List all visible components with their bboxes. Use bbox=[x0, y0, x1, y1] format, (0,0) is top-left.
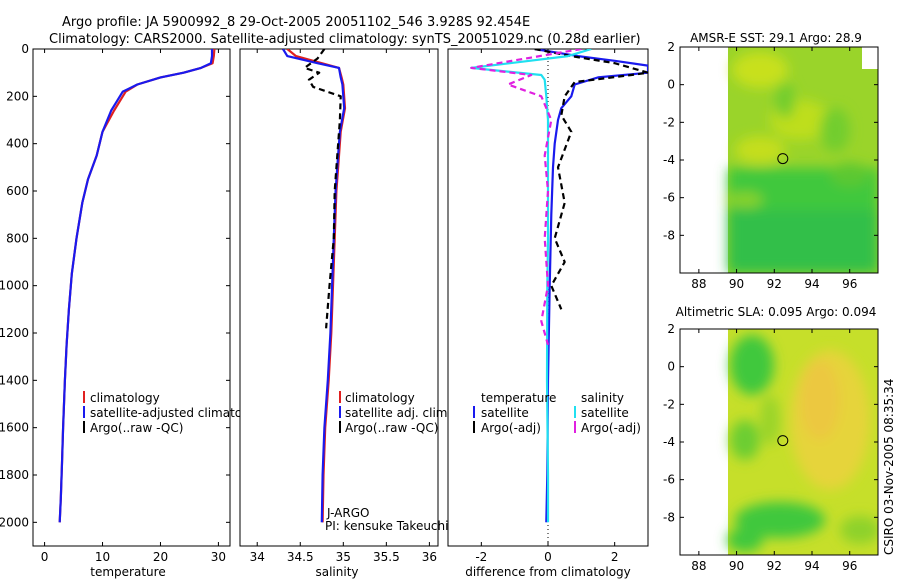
series-line bbox=[534, 49, 648, 523]
legend-label-climatology: climatology bbox=[90, 391, 160, 405]
temperature-panel: 0 200 400 600 800 1000 1200 1400 1600 1800 2000 0 1… bbox=[0, 42, 268, 579]
sla-map-axes: 88 90 92 94 96 -8 -6 -4 -2 0 2 bbox=[663, 322, 878, 573]
difference-xlabel: difference from climatology bbox=[465, 565, 631, 579]
x-tick-label: 35.5 bbox=[373, 550, 400, 564]
x-tick-label: -2 bbox=[475, 550, 487, 564]
temperature-x-axis: 0 10 20 30 bbox=[41, 49, 226, 564]
temperature-axes-frame bbox=[32, 48, 231, 547]
y-tick-label: 600 bbox=[6, 184, 29, 198]
map-y-tick-label: -6 bbox=[663, 191, 675, 205]
sst-map-panel: AMSR-E SST: 29.1 Argo: 28.9 88 90 92 94 96 -8… bbox=[663, 31, 879, 291]
difference-legend: temperature satellite Argo(-adj) salinit… bbox=[473, 391, 641, 435]
argo-float-marker bbox=[777, 153, 789, 165]
map-y-tick-label: 0 bbox=[667, 360, 675, 374]
map-x-tick-label: 96 bbox=[842, 559, 857, 573]
x-tick-label: 0 bbox=[544, 550, 552, 564]
salinity-x-axis: 34 34.5 35 35.5 36 bbox=[250, 49, 437, 564]
difference-lines bbox=[470, 49, 648, 523]
legend-label-climatology: climatology bbox=[345, 391, 415, 405]
y-tick-label: 800 bbox=[6, 231, 29, 245]
y-tick-label: 200 bbox=[6, 89, 29, 103]
map-y-tick-label: -2 bbox=[663, 115, 675, 129]
sst-field bbox=[727, 47, 878, 273]
series-line bbox=[534, 49, 648, 310]
header-line2: Climatology: CARS2000. Satellite-adjuste… bbox=[49, 32, 641, 47]
argo-float-marker bbox=[777, 435, 789, 447]
x-tick-label: 36 bbox=[422, 550, 437, 564]
map-x-tick-label: 96 bbox=[842, 277, 857, 291]
map-x-tick-label: 92 bbox=[767, 559, 782, 573]
sla-map-panel: Altimetric SLA: 0.095 Argo: 0.094 88 90 92… bbox=[663, 305, 879, 573]
sla-field bbox=[727, 329, 878, 555]
y-tick-label: 1000 bbox=[0, 279, 29, 293]
legend-label-satellite-adj: satellite adj. clim. bbox=[345, 406, 451, 420]
x-tick-label: 2 bbox=[611, 550, 619, 564]
legend-label-satellite-adjusted: satellite-adjusted climatology bbox=[90, 406, 268, 420]
depth-axis: 0 200 400 600 800 1000 1200 1400 1600 1800 2000 bbox=[0, 42, 230, 529]
map-x-tick-label: 90 bbox=[729, 277, 744, 291]
y-tick-label: 1200 bbox=[0, 326, 29, 340]
map-y-tick-label: -6 bbox=[663, 473, 675, 487]
map-y-tick-label: 2 bbox=[667, 40, 675, 54]
x-tick-label: 34 bbox=[250, 550, 265, 564]
series-line bbox=[303, 49, 342, 329]
difference-panel: -2 0 2 difference from climatology tempera… bbox=[447, 48, 649, 579]
legend-label-argo: Argo(..raw -QC) bbox=[90, 421, 183, 435]
pi-name-label: PI: kensuke Takeuchi bbox=[325, 519, 448, 533]
salinity-lines bbox=[282, 49, 347, 523]
map-y-tick-label: 2 bbox=[667, 322, 675, 336]
x-tick-label: 0 bbox=[41, 550, 49, 564]
temperature-legend: climatology satellite-adjusted climatolo… bbox=[83, 391, 268, 435]
sst-map-axes: 88 90 92 94 96 -8 -6 -4 -2 0 2 bbox=[663, 40, 878, 291]
series-line bbox=[470, 49, 582, 346]
x-tick-label: 20 bbox=[153, 550, 168, 564]
temperature-lines bbox=[58, 49, 216, 523]
legend-label-argo: Argo(..raw -QC) bbox=[345, 421, 438, 435]
y-tick-label: 2000 bbox=[0, 515, 29, 529]
legend-title-salinity: salinity bbox=[581, 391, 624, 405]
series-line bbox=[58, 49, 214, 523]
x-tick-label: 30 bbox=[211, 550, 226, 564]
map-y-tick-label: -2 bbox=[663, 397, 675, 411]
header-line1: Argo profile: JA 5900992_8 29-Oct-2005 2… bbox=[62, 15, 530, 30]
salinity-xlabel: salinity bbox=[315, 565, 358, 579]
y-tick-label: 400 bbox=[6, 137, 29, 151]
map-x-tick-label: 88 bbox=[691, 277, 706, 291]
temperature-xlabel: temperature bbox=[90, 565, 165, 579]
map-x-tick-label: 90 bbox=[729, 559, 744, 573]
map-y-tick-label: -4 bbox=[663, 435, 675, 449]
map-y-tick-label: -4 bbox=[663, 153, 675, 167]
map-y-tick-label: -8 bbox=[663, 510, 675, 524]
map-x-tick-label: 94 bbox=[804, 277, 819, 291]
sla-field-texture bbox=[727, 335, 878, 552]
legend-label-temp-argo: Argo(-adj) bbox=[481, 421, 541, 435]
y-tick-label: 1800 bbox=[0, 468, 29, 482]
y-tick-label: 1600 bbox=[0, 421, 29, 435]
legend-label-sal-satellite: satellite bbox=[581, 406, 629, 420]
map-x-tick-label: 88 bbox=[691, 559, 706, 573]
sst-field-texture bbox=[727, 52, 878, 273]
sst-map-title: AMSR-E SST: 29.1 Argo: 28.9 bbox=[690, 31, 862, 45]
legend-label-temp-satellite: satellite bbox=[481, 406, 529, 420]
y-tick-label: 0 bbox=[21, 42, 29, 56]
map-y-tick-label: -8 bbox=[663, 228, 675, 242]
salinity-legend: climatology satellite adj. clim. Argo(..… bbox=[339, 391, 451, 435]
map-y-tick-label: 0 bbox=[667, 78, 675, 92]
legend-label-sal-argo: Argo(-adj) bbox=[581, 421, 641, 435]
float-program-label: J-ARGO bbox=[326, 506, 369, 520]
map-x-tick-label: 92 bbox=[767, 277, 782, 291]
legend-title-temperature: temperature bbox=[481, 391, 556, 405]
sla-map-title: Altimetric SLA: 0.095 Argo: 0.094 bbox=[676, 305, 877, 319]
map-x-tick-label: 94 bbox=[804, 559, 819, 573]
x-tick-label: 34.5 bbox=[287, 550, 314, 564]
y-tick-label: 1400 bbox=[0, 373, 29, 387]
salinity-panel: 34 34.5 35 35.5 36 salinity climatology sate… bbox=[239, 48, 451, 579]
x-tick-label: 35 bbox=[336, 550, 351, 564]
timestamp-label: CSIRO 03-Nov-2005 08:35:34 bbox=[882, 379, 896, 555]
x-tick-label: 10 bbox=[95, 550, 110, 564]
